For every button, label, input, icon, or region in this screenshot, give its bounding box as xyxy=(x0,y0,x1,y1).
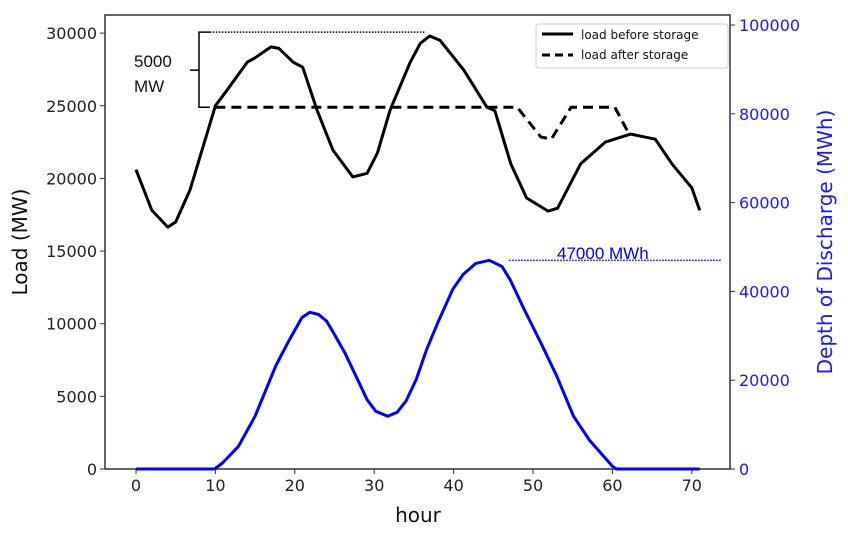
plot-frame xyxy=(104,14,731,470)
legend-label-after: load after storage xyxy=(581,48,688,62)
y-axis-label: Load (MW) xyxy=(8,189,32,296)
x-axis-label: hour xyxy=(395,503,442,527)
load-before-line xyxy=(134,34,702,229)
plot-area: 0 10 20 30 40 50 60 70 0 5000 10000 15000 20000 25000… xyxy=(46,14,800,495)
y-tick-label: 30000 xyxy=(46,24,97,43)
x-tick-label: 50 xyxy=(523,476,543,495)
x-tick-label: 40 xyxy=(443,476,463,495)
x-tick-label: 60 xyxy=(602,476,622,495)
y-right-tick-label: 80000 xyxy=(739,105,790,124)
y-right-tick-label: 20000 xyxy=(739,371,790,390)
y-tick-label: 20000 xyxy=(46,169,97,188)
y-right-tick-label: 100000 xyxy=(739,16,800,35)
annotation-mw: MW xyxy=(134,77,164,96)
y-tick-label: 5000 xyxy=(56,387,97,406)
x-tick-label: 70 xyxy=(682,476,702,495)
y-right-tick-label: 40000 xyxy=(739,282,790,301)
depth-of-discharge-line xyxy=(136,258,700,471)
y-tick-label: 0 xyxy=(87,460,97,479)
y-right-tick-label: 60000 xyxy=(739,194,790,213)
y-tick-label: 10000 xyxy=(46,315,97,334)
legend-box xyxy=(535,23,729,69)
legend-label-before: load before storage xyxy=(581,28,698,42)
annotation-bracket xyxy=(190,31,210,108)
annotation-5000: 5000 xyxy=(134,52,172,71)
x-tick-label: 10 xyxy=(205,476,225,495)
annotation-47000: 47000 MWh xyxy=(557,244,649,263)
y-right-axis-label: Depth of Discharge (MWh) xyxy=(813,110,837,375)
x-tick-label: 30 xyxy=(364,476,384,495)
legend: load before storage load after storage xyxy=(535,23,729,69)
y-tick-label: 25000 xyxy=(46,97,97,116)
y-right-tick-label: 0 xyxy=(739,460,749,479)
x-tick-label: 20 xyxy=(285,476,305,495)
y-tick-label: 15000 xyxy=(46,242,97,261)
x-tick-label: 0 xyxy=(131,476,141,495)
load-after-line xyxy=(215,105,630,141)
